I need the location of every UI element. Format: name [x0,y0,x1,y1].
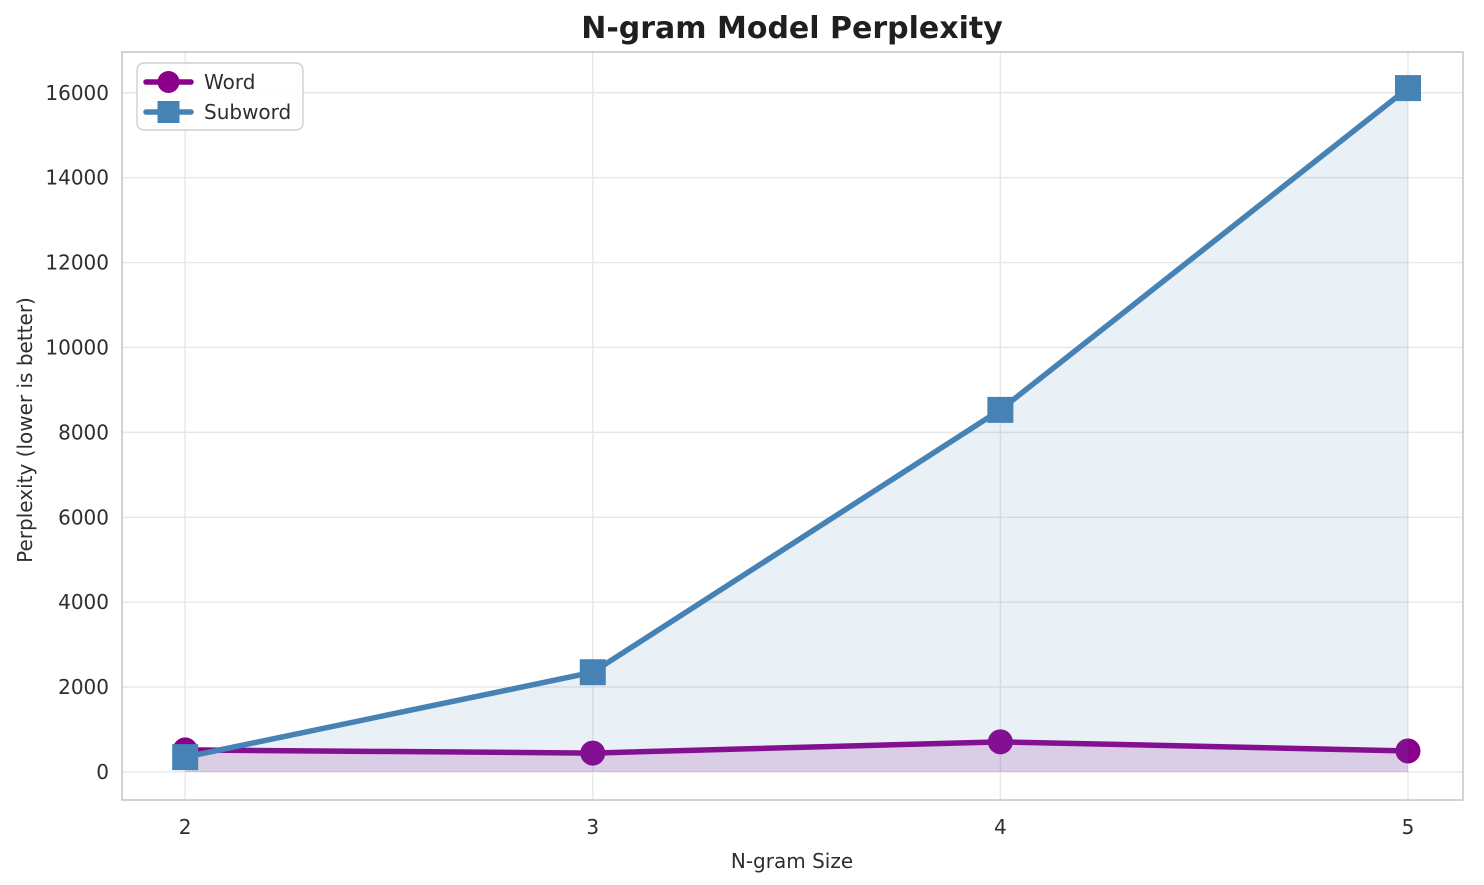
subword-area-fill [185,88,1408,772]
x-tick-label: 5 [1402,815,1415,839]
axes-spines [121,51,1464,801]
word-series-line [182,739,1411,756]
grid-layer [122,52,1463,800]
word-data-point [580,740,606,766]
subword-data-point [1394,75,1421,102]
y-axis-label: Perplexity (lower is better) [13,297,37,563]
y-tick-label: 4000 [58,590,109,614]
chart-title: N-gram Model Perplexity [581,11,1003,46]
subword-data-point [172,744,199,771]
x-tick-label: 2 [179,815,192,839]
y-tick-label: 2000 [58,675,109,699]
y-tick-label: 16000 [45,81,109,105]
word-data-point [987,729,1013,755]
legend-label-subword: Subword [204,100,291,124]
y-tick-label: 14000 [45,166,109,190]
y-tick-label: 0 [96,760,109,784]
legend-item-subword: Subword [143,100,291,124]
word-legend-marker-circle-icon [157,71,180,93]
y-tick-label: 8000 [58,420,109,444]
legend-item-word: Word [143,70,255,94]
word-data-point [1395,738,1421,764]
subword-data-point [987,396,1014,423]
word-area-fill [185,741,1408,772]
x-axis-label: N-gram Size [731,849,853,873]
y-tick-label: 6000 [58,505,109,529]
subword-data-point [579,659,606,686]
legend: Word Subword [136,62,304,131]
y-tick-label: 12000 [45,251,109,275]
legend-label-word: Word [204,70,255,94]
subword-series-line [182,85,1411,760]
plot-frame [121,51,1464,801]
series-layer [172,75,1421,772]
x-tick-label: 3 [586,815,599,839]
y-tick-label: 10000 [45,335,109,359]
subword-legend-marker-square-icon [157,101,180,123]
x-tick-label: 4 [994,815,1007,839]
tick-labels: 0 2000 4000 6000 8000 10000 12000 14000 16000 2 3 4… [45,81,1414,839]
